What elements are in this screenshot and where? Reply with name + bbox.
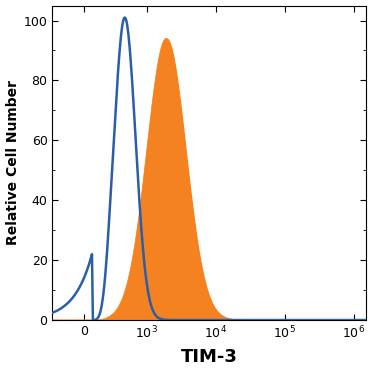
X-axis label: TIM-3: TIM-3 — [181, 349, 238, 366]
Y-axis label: Relative Cell Number: Relative Cell Number — [6, 80, 20, 245]
